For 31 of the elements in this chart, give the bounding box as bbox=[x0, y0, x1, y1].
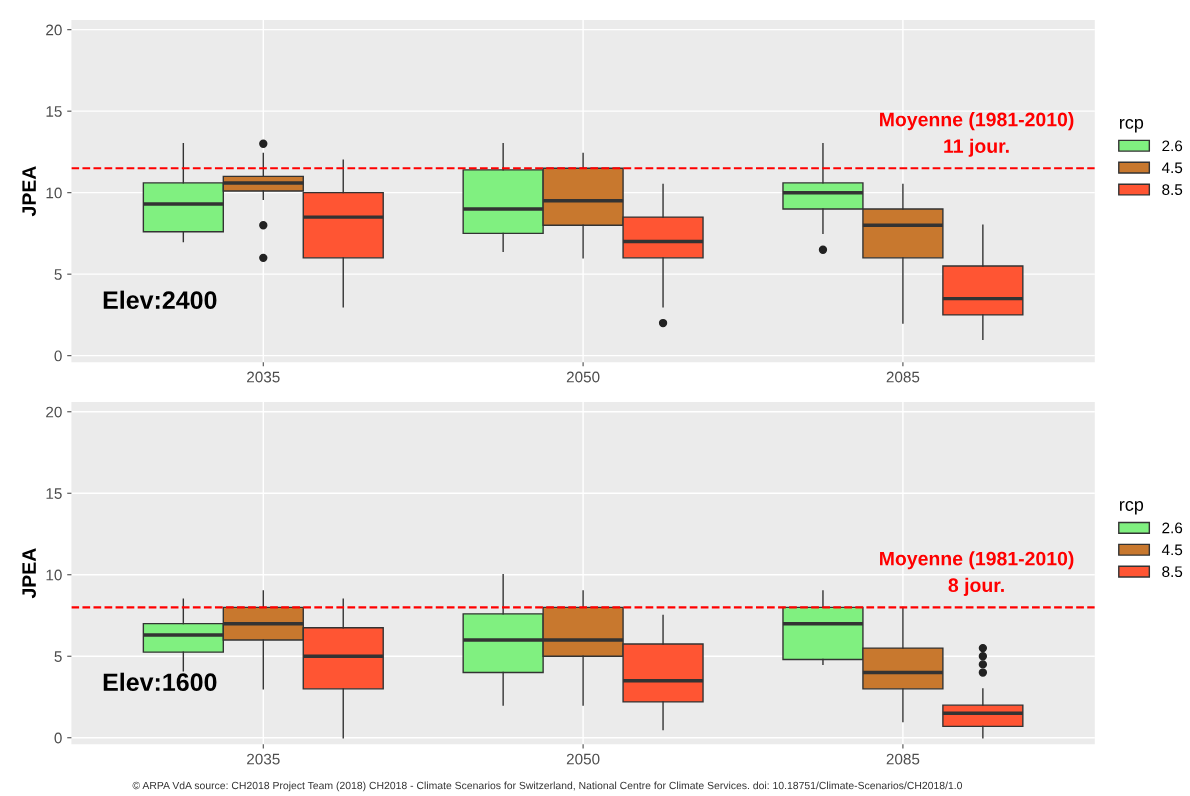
y-tick-label: 15 bbox=[46, 106, 62, 117]
y-axis-title: JPEA bbox=[22, 166, 36, 217]
y-tick-label: 15 bbox=[46, 488, 62, 499]
x-tick-label: 2050 bbox=[566, 371, 600, 383]
legend-title: rcp bbox=[1119, 501, 1144, 515]
y-tick-label: 5 bbox=[54, 269, 62, 280]
y-tick-label: 0 bbox=[54, 350, 62, 362]
x-tick-label: 2085 bbox=[886, 753, 920, 765]
legend-label: 8.5 bbox=[1162, 184, 1183, 196]
ref-line-label: Moyenne (1981-2010) 8 jour. bbox=[880, 551, 1074, 596]
legend-title: rcp bbox=[1119, 118, 1144, 133]
legend-label: 4.5 bbox=[1161, 544, 1183, 556]
y-tick-label: 5 bbox=[54, 651, 62, 662]
legend-label: 2.6 bbox=[1162, 140, 1183, 152]
x-tick-label: 2035 bbox=[247, 753, 280, 765]
x-tick-label: 2085 bbox=[886, 371, 920, 383]
x-tick-label: 2035 bbox=[247, 371, 280, 383]
y-tick-label: 0 bbox=[54, 732, 62, 744]
ref-line-label: Moyenne (1981-2010) 11 jour. bbox=[880, 112, 1074, 157]
y-tick-label: 20 bbox=[46, 406, 62, 418]
y-axis-title: JPEA bbox=[22, 548, 36, 599]
text: © ARPA VdA source: CH2018 Project Team (2018) CH2018 - Climate Scenarios for Switzerland, National Centre for Climate Services. doi: 10.18751/Climate-Scenarios/CH2018/1.0 bbox=[132, 781, 963, 792]
y-tick-label: 10 bbox=[46, 569, 62, 581]
annotation: Elev:2400 bbox=[103, 290, 217, 309]
legend-label: 2.6 bbox=[1162, 522, 1183, 534]
x-tick-label: 2050 bbox=[566, 753, 600, 765]
legend-label: 8.5 bbox=[1162, 566, 1183, 578]
legend-label: 4.5 bbox=[1161, 162, 1183, 174]
y-tick-label: 20 bbox=[46, 24, 62, 36]
annotation: Elev:1600 bbox=[103, 672, 217, 692]
y-tick-label: 10 bbox=[46, 187, 62, 199]
